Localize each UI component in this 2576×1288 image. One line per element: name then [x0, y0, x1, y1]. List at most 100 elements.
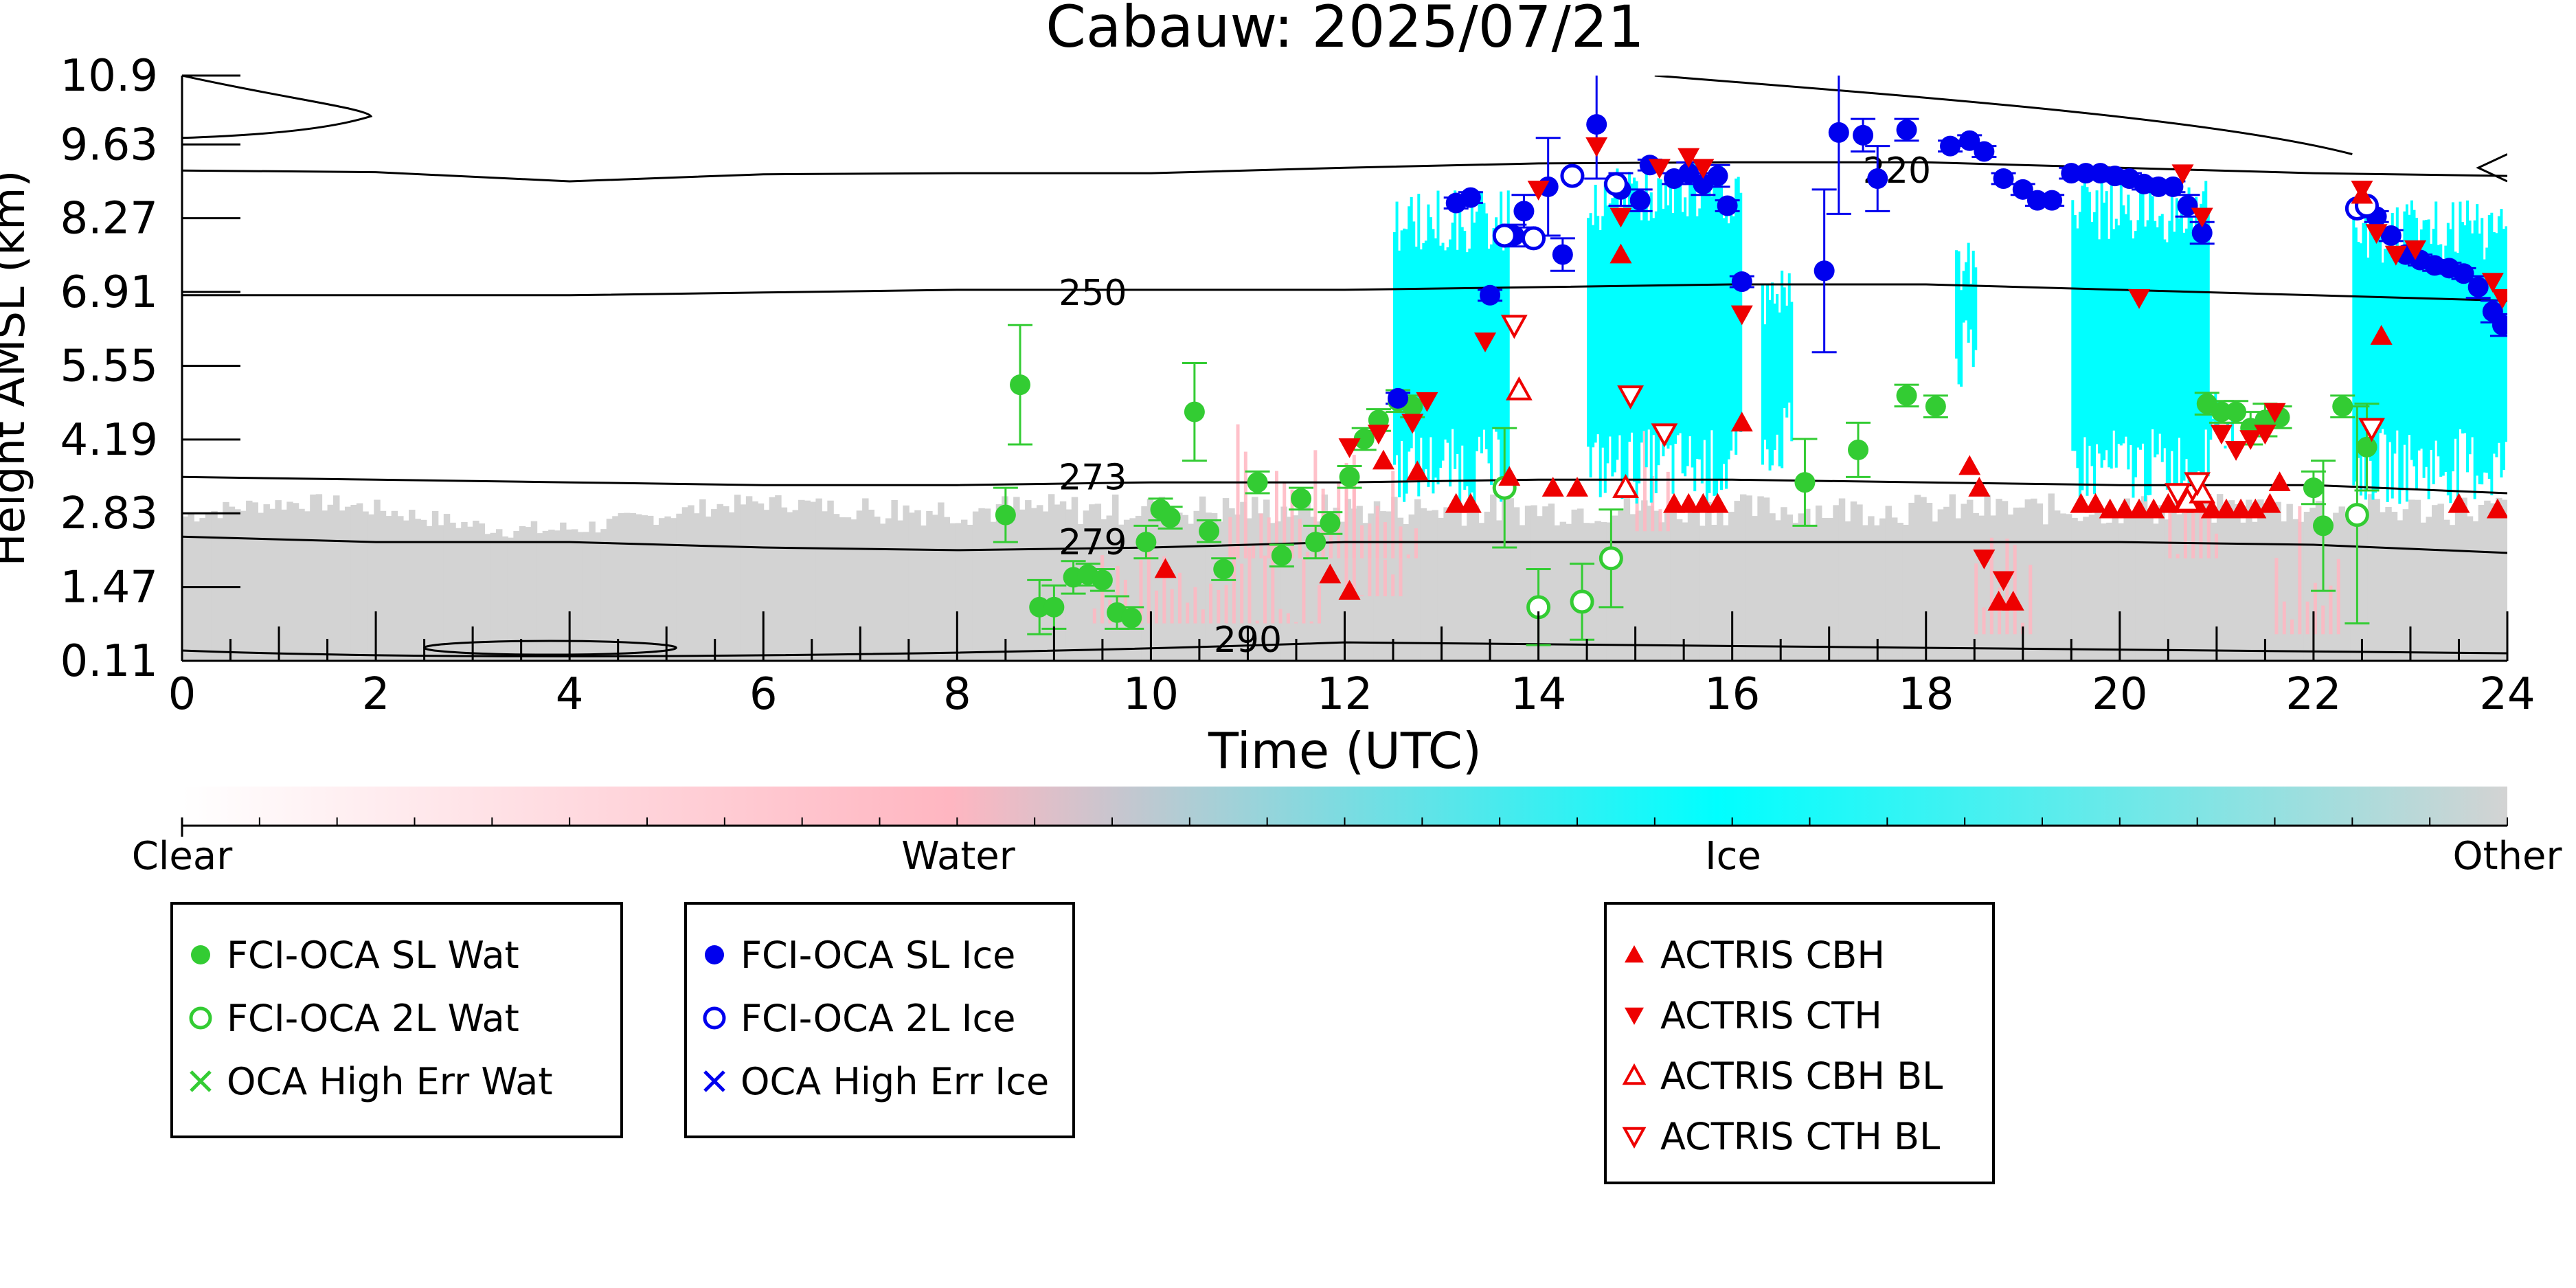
other-class-column [1252, 497, 1258, 661]
other-class-column [385, 516, 392, 661]
other-class-column [519, 526, 526, 661]
ice-class-column [1720, 166, 1724, 490]
ice-class-column [2156, 227, 2159, 455]
other-class-column [1054, 504, 1061, 661]
water-class-column [1989, 537, 1993, 635]
actris-cth-point [2171, 164, 2194, 185]
ice-class-column [1500, 191, 1503, 502]
other-class-column [815, 498, 822, 661]
ice-class-column [2093, 212, 2097, 495]
other-class-column [449, 522, 456, 661]
water-class-column [1243, 451, 1247, 558]
other-class-column [1164, 523, 1171, 661]
ice-class-column [2139, 190, 2143, 450]
ice-class-column [2398, 256, 2402, 504]
water-class-column [1368, 535, 1372, 597]
other-class-column [2211, 522, 2217, 661]
fci-oca-sl-ice-point [1867, 168, 1888, 190]
water-class-column [1252, 545, 1256, 558]
other-class-column [2123, 498, 2130, 661]
other-class-column [2106, 522, 2113, 661]
actris-cth-point [1367, 425, 1390, 445]
legend-marker [1625, 1007, 1644, 1025]
actris-cbh-point [1566, 477, 1588, 497]
fci-oca-sl-wat-point [1305, 532, 1326, 553]
fci-oca-sl-ice-point [1731, 271, 1752, 293]
other-class-column [2280, 521, 2287, 661]
fci-oca-sl-ice-point [1388, 387, 1409, 409]
fci-oca-sl-wat-point [1353, 429, 1375, 450]
x-axis-label: Time (UTC) [1208, 722, 1482, 780]
fci-oca-sl-wat-point [1339, 466, 1360, 488]
other-class-column [1687, 501, 1695, 661]
other-class-column [868, 509, 875, 661]
ice-class-column [2362, 223, 2365, 450]
other-class-column [995, 504, 1003, 661]
ice-class-column [2371, 212, 2375, 500]
fci-oca-sl-wat-point [2303, 477, 2324, 499]
other-class-column [2083, 517, 2090, 661]
other-class-column [2385, 506, 2392, 661]
fci-oca-sl-ice-point [1828, 122, 1849, 143]
ice-class-column [2149, 192, 2152, 495]
actris-cbh-point [2143, 498, 2165, 519]
other-class-column [1188, 523, 1195, 661]
other-class-column [1408, 514, 1416, 661]
contour-label: 250 [1059, 273, 1127, 314]
other-class-column [420, 519, 427, 661]
other-class-column [664, 516, 671, 661]
other-class-column [2059, 513, 2066, 661]
other-class-column [1513, 507, 1520, 661]
other-class-column [1722, 525, 1730, 661]
actris-cbh-point [2157, 493, 2180, 513]
ice-class-column [1436, 190, 1440, 485]
other-class-column [612, 516, 619, 661]
other-class-column [310, 494, 317, 661]
other-class-column [1501, 498, 1509, 661]
fci-oca-sl-ice-point [2075, 163, 2097, 184]
other-class-column [1554, 525, 1561, 661]
ice-class-column [1730, 212, 1733, 451]
ice-class-column [1778, 312, 1781, 466]
other-class-column [473, 520, 479, 661]
fci-oca-sl-wat-point [1136, 532, 1157, 553]
ice-class-column [2211, 418, 2215, 422]
ice-class-column [1717, 174, 1721, 481]
water-class-column [1228, 517, 1232, 558]
ice-class-column [2141, 179, 2145, 444]
water-class-column [1146, 547, 1151, 624]
ice-class-column [1960, 290, 1963, 387]
ice-class-column [2200, 203, 2203, 504]
other-class-column [1524, 506, 1532, 661]
other-class-column [234, 509, 241, 661]
water-class-column [1217, 589, 1221, 624]
ice-class-column [2231, 416, 2235, 452]
other-class-column [409, 510, 416, 661]
other-class-column [269, 508, 276, 661]
other-class-column [809, 501, 817, 661]
actris-cbh-point [1406, 460, 1429, 481]
other-class-column [495, 529, 503, 661]
actris-cbh-point [1968, 477, 1991, 497]
ice-class-column [2502, 229, 2505, 471]
ice-class-column [2078, 212, 2081, 499]
other-class-column [1932, 521, 1939, 661]
other-class-column [548, 530, 555, 661]
x-tick-label: 0 [168, 669, 196, 720]
other-class-column [211, 510, 218, 661]
water-class-column [1162, 556, 1166, 624]
other-class-column [2454, 506, 2462, 661]
actris-cth-bl-point [2358, 418, 2385, 442]
actris-cth-point [2225, 441, 2248, 461]
other-class-column [1739, 494, 1747, 661]
fci-oca-sl-ice-point [2061, 163, 2082, 184]
other-class-column [903, 505, 909, 661]
ice-class-column [1487, 248, 1491, 464]
legend-frame [1604, 902, 1995, 1184]
ice-class-column [1439, 245, 1443, 468]
other-class-column [1153, 515, 1160, 661]
ice-class-column [1768, 300, 1772, 471]
ice-class-column [2388, 231, 2392, 442]
water-class-column [2191, 510, 2195, 558]
other-class-column [1594, 521, 1601, 661]
